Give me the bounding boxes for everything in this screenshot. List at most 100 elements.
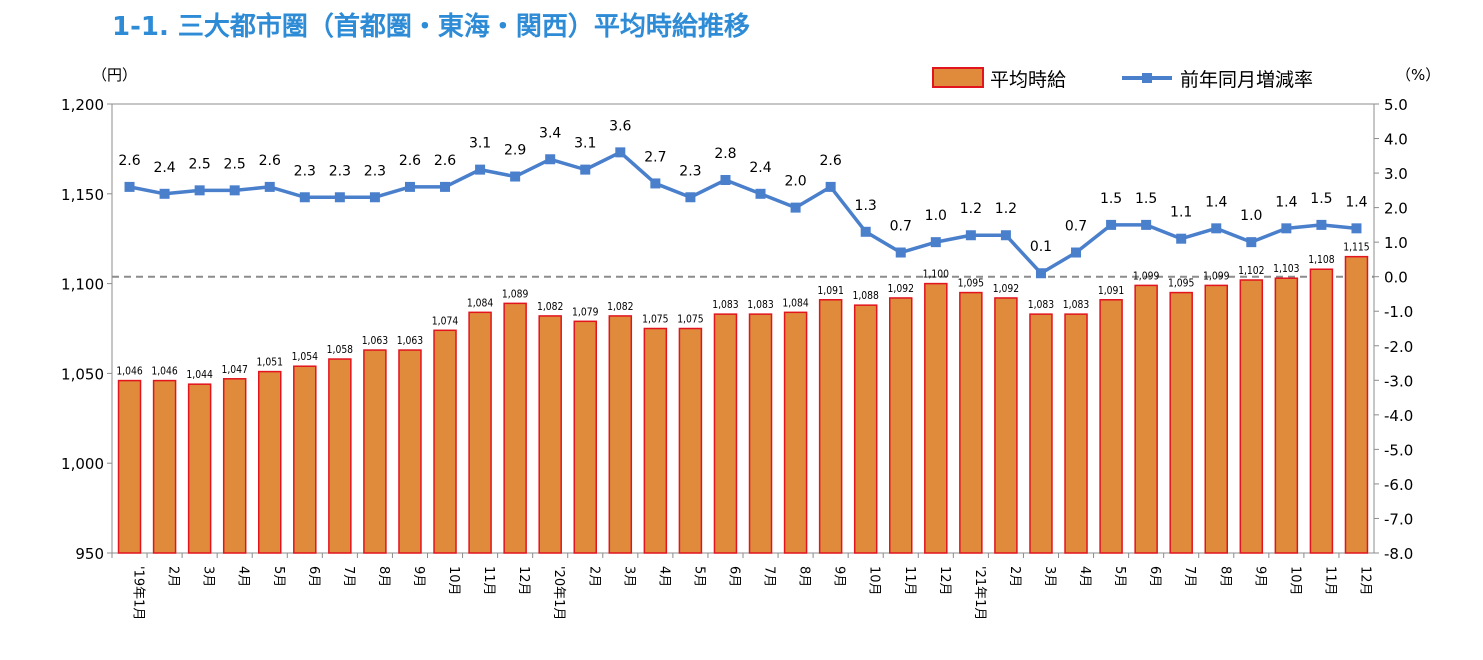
bar-value-label: 1,099	[1133, 271, 1159, 283]
bar-value-label: 1,083	[747, 300, 773, 312]
x-axis-tick-label: 4月	[656, 566, 671, 587]
bar-value-label: 1,088	[852, 291, 878, 303]
rate-value-label: 1.2	[960, 201, 982, 217]
bar-6	[293, 365, 317, 554]
bar-value-label: 1,115	[1343, 242, 1369, 254]
rate-value-label: 2.6	[820, 153, 842, 169]
bar-value-label: 1,092	[888, 283, 914, 295]
x-axis-tick-label: 5月	[691, 566, 706, 587]
x-axis-tick-label: 2月	[166, 566, 181, 587]
bar-4	[222, 378, 247, 554]
right-axis-tick-label: -2.0	[1384, 338, 1413, 356]
rate-value-label: 3.1	[574, 136, 596, 152]
bar-value-label: 1,091	[817, 285, 843, 297]
x-axis-tick-label: 7月	[1182, 566, 1197, 587]
x-axis-tick-label: 9月	[411, 566, 426, 587]
right-axis-tick-label: 4.0	[1384, 131, 1408, 149]
left-axis-tick-label: 1,200	[61, 96, 104, 114]
legend-bar-swatch	[932, 67, 984, 88]
rate-marker-10	[440, 181, 451, 192]
rate-marker-7	[334, 192, 345, 203]
bar-35	[1309, 268, 1334, 554]
rate-value-label: 2.3	[679, 163, 701, 179]
bar-value-label: 1,044	[186, 370, 212, 382]
bar-26	[994, 297, 1018, 554]
x-axis-tick-label: '21年1月	[972, 566, 987, 620]
left-axis-label: （円）	[92, 66, 137, 84]
x-axis-tick-label: 7月	[762, 566, 777, 587]
rate-marker-4	[229, 185, 240, 196]
rate-marker-24	[930, 237, 941, 248]
bar-value-label: 1,075	[677, 314, 703, 326]
rate-value-label: 2.6	[399, 153, 421, 169]
x-axis-tick-label: 11月	[1322, 566, 1337, 596]
rate-marker-5	[264, 181, 275, 192]
bar-value-label: 1,103	[1273, 264, 1299, 276]
right-axis-tick-label: -8.0	[1384, 545, 1413, 563]
bar-34	[1274, 277, 1299, 554]
bar-5	[258, 370, 282, 554]
rate-value-label: 1.3	[855, 198, 877, 214]
bar-value-label: 1,095	[958, 278, 984, 290]
rate-marker-1	[124, 181, 135, 192]
rate-marker-23	[895, 247, 906, 258]
x-axis-tick-label: 8月	[797, 566, 812, 587]
bar-value-label: 1,091	[1098, 285, 1124, 297]
x-axis-tick-label: '19年1月	[131, 566, 146, 620]
rate-marker-6	[299, 192, 310, 203]
bar-27	[1029, 313, 1053, 554]
rate-value-label: 2.8	[714, 146, 736, 162]
rate-value-label: 2.4	[749, 160, 771, 176]
bar-value-label: 1,046	[116, 366, 142, 378]
x-axis-tick-label: 10月	[1287, 566, 1302, 596]
rate-line	[129, 150, 1357, 275]
rate-value-label: 2.9	[504, 143, 526, 159]
bar-value-label: 1,099	[1203, 271, 1229, 283]
bar-33	[1239, 279, 1264, 554]
x-axis-tick-label: 11月	[902, 566, 917, 596]
x-axis-tick-label: 2月	[586, 566, 601, 587]
rate-marker-25	[965, 230, 976, 241]
rate-marker-17	[685, 192, 696, 203]
left-axis-tick-label: 1,050	[61, 365, 104, 383]
rate-marker-12	[510, 171, 521, 182]
rate-marker-32	[1211, 223, 1222, 234]
rate-marker-29	[1106, 219, 1117, 230]
bar-value-label: 1,046	[151, 366, 177, 378]
bar-value-label: 1,047	[221, 364, 247, 376]
rate-marker-27	[1035, 268, 1046, 279]
right-axis-tick-label: -6.0	[1384, 476, 1413, 494]
rate-marker-9	[404, 181, 415, 192]
bar-7	[328, 358, 352, 554]
x-axis-tick-label: 5月	[1112, 566, 1127, 587]
bar-8	[363, 349, 387, 554]
rate-marker-33	[1246, 237, 1257, 248]
rate-marker-15	[615, 147, 626, 158]
legend-line-label: 前年同月増減率	[1180, 69, 1313, 91]
bar-20	[783, 311, 808, 554]
left-axis-tick-label: 1,100	[61, 276, 104, 294]
bar-32	[1204, 284, 1228, 554]
x-axis-tick-label: 10月	[867, 566, 882, 596]
right-axis-tick-label: 1.0	[1384, 234, 1408, 252]
rate-marker-21	[825, 181, 836, 192]
x-axis-tick-label: 8月	[376, 566, 391, 587]
right-axis-tick-label: -3.0	[1384, 372, 1413, 390]
rate-value-label: 2.7	[644, 149, 666, 165]
bar-11	[468, 311, 492, 554]
rate-value-label: 0.7	[890, 219, 912, 235]
x-axis-tick-label: 4月	[1077, 566, 1092, 587]
bar-19	[748, 313, 773, 554]
bar-23	[889, 297, 913, 554]
rate-marker-30	[1141, 219, 1152, 230]
x-axis-tick-label: 3月	[201, 566, 216, 587]
rate-value-label: 2.6	[434, 153, 456, 169]
bar-29	[1099, 299, 1123, 554]
bar-22	[853, 304, 878, 554]
bar-value-label: 1,079	[572, 307, 598, 319]
bar-value-label: 1,054	[292, 352, 318, 364]
rate-value-label: 2.3	[294, 163, 316, 179]
bar-value-label: 1,063	[362, 336, 388, 348]
bar-12	[503, 302, 527, 554]
rate-value-label: 2.3	[364, 163, 386, 179]
